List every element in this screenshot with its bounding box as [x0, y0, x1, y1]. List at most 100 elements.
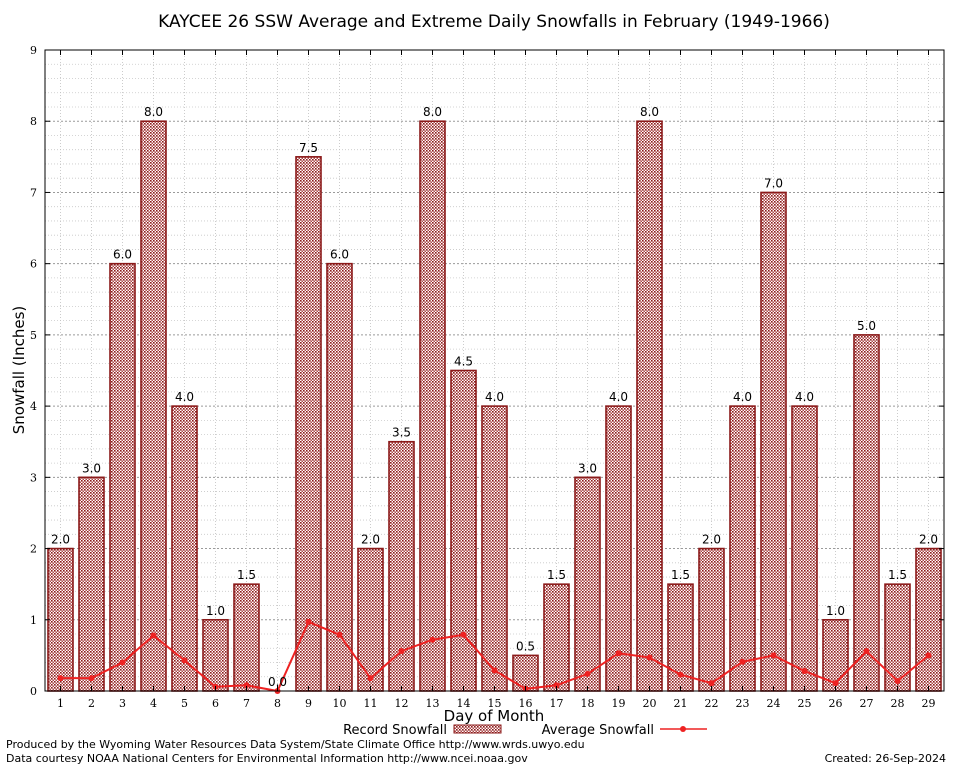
y-tick-label: 4: [30, 400, 37, 413]
y-tick-label: 2: [30, 543, 37, 556]
x-tick-label: 7: [243, 697, 250, 710]
bar-value-label: 8.0: [640, 105, 659, 119]
x-tick-label: 20: [643, 697, 657, 710]
bar-value-label: 4.0: [795, 390, 814, 404]
average-point: [491, 667, 498, 674]
record-bar: [574, 476, 601, 692]
bar-value-label: 0.0: [268, 675, 287, 689]
average-point: [615, 650, 622, 657]
x-tick-label: 10: [333, 697, 347, 710]
bar-value-label: 1.0: [206, 604, 225, 618]
x-tick-label: 6: [212, 697, 219, 710]
record-bar: [171, 405, 198, 692]
bar-value-label: 6.0: [330, 248, 349, 262]
record-bar: [450, 369, 477, 692]
average-point: [243, 682, 250, 689]
x-tick-label: 13: [426, 697, 440, 710]
average-point: [708, 680, 715, 687]
x-tick-label: 3: [119, 697, 126, 710]
y-tick-label: 7: [30, 186, 37, 199]
x-tick-label: 11: [364, 697, 378, 710]
x-tick-label: 27: [860, 697, 874, 710]
average-point: [460, 631, 467, 638]
record-bar: [233, 583, 260, 692]
record-bar: [140, 120, 167, 692]
x-tick-label: 16: [519, 697, 533, 710]
y-tick-label: 0: [30, 685, 37, 698]
average-point: [770, 652, 777, 659]
average-point: [429, 636, 436, 643]
bar-value-label: 6.0: [113, 248, 132, 262]
record-bar: [295, 156, 322, 692]
y-tick-label: 9: [30, 44, 37, 57]
record-bar: [47, 547, 74, 692]
record-bar: [512, 654, 539, 692]
record-bar: [636, 120, 663, 692]
average-point: [801, 668, 808, 675]
record-bar: [543, 583, 570, 692]
record-bar: [605, 405, 632, 692]
y-tick-label: 1: [30, 614, 37, 627]
legend-record-swatch: [453, 724, 502, 734]
average-point: [646, 654, 653, 661]
bar-value-label: 4.0: [609, 390, 628, 404]
record-bar: [729, 405, 756, 692]
average-point: [150, 632, 157, 639]
y-axis-label: Snowfall (Inches): [10, 306, 28, 434]
bar-value-label: 1.5: [547, 568, 566, 582]
x-tick-label: 14: [457, 697, 471, 710]
footer-produced-by: Produced by the Wyoming Water Resources …: [6, 738, 585, 751]
bar-value-label: 5.0: [857, 319, 876, 333]
x-tick-label: 17: [550, 697, 564, 710]
x-tick-label: 24: [767, 697, 781, 710]
x-tick-label: 9: [305, 697, 312, 710]
average-point: [181, 657, 188, 664]
average-point: [894, 678, 901, 685]
record-bar: [791, 405, 818, 692]
average-point: [584, 670, 591, 677]
average-point: [336, 631, 343, 638]
bar-value-label: 2.0: [702, 533, 721, 547]
chart-title: KAYCEE 26 SSW Average and Extreme Daily …: [158, 12, 830, 32]
x-tick-label: 23: [736, 697, 750, 710]
record-bar: [760, 191, 787, 692]
record-bar: [853, 334, 880, 692]
x-tick-label: 15: [488, 697, 502, 710]
x-tick-label: 19: [612, 697, 626, 710]
y-tick-label: 3: [30, 471, 37, 484]
bar-value-label: 1.5: [237, 568, 256, 582]
x-tick-label: 4: [150, 697, 157, 710]
bar-value-label: 3.5: [392, 426, 411, 440]
legend-record-label: Record Snowfall: [343, 723, 447, 738]
bar-value-label: 2.0: [919, 533, 938, 547]
x-tick-label: 25: [798, 697, 812, 710]
bar-value-label: 2.0: [51, 533, 70, 547]
bar-value-label: 1.5: [671, 568, 690, 582]
average-point: [553, 682, 560, 689]
x-tick-label: 1: [57, 697, 64, 710]
bar-value-label: 8.0: [423, 105, 442, 119]
bar-value-label: 4.0: [175, 390, 194, 404]
legend-average-marker: [680, 726, 686, 732]
x-tick-label: 18: [581, 697, 595, 710]
average-point: [398, 648, 405, 655]
record-bar: [78, 476, 105, 692]
x-tick-label: 26: [829, 697, 843, 710]
record-bar: [326, 262, 353, 692]
record-bar: [915, 547, 942, 692]
record-bar: [698, 547, 725, 692]
average-point: [925, 652, 932, 659]
data-labels: 2.0 3.0 6.0 8.0 4.0 1.0 1.5 0.0 7.5 6.0 2.0 3.5 8.0 4…: [51, 105, 938, 689]
average-point: [88, 675, 95, 682]
record-bar: [419, 120, 446, 692]
x-tick-label: 28: [891, 697, 905, 710]
bar-value-label: 4.0: [733, 390, 752, 404]
bar-value-label: 1.0: [826, 604, 845, 618]
record-bar: [481, 405, 508, 692]
average-point: [739, 658, 746, 665]
x-tick-label: 12: [395, 697, 409, 710]
average-point: [305, 618, 312, 625]
y-tick-label: 6: [30, 258, 37, 271]
